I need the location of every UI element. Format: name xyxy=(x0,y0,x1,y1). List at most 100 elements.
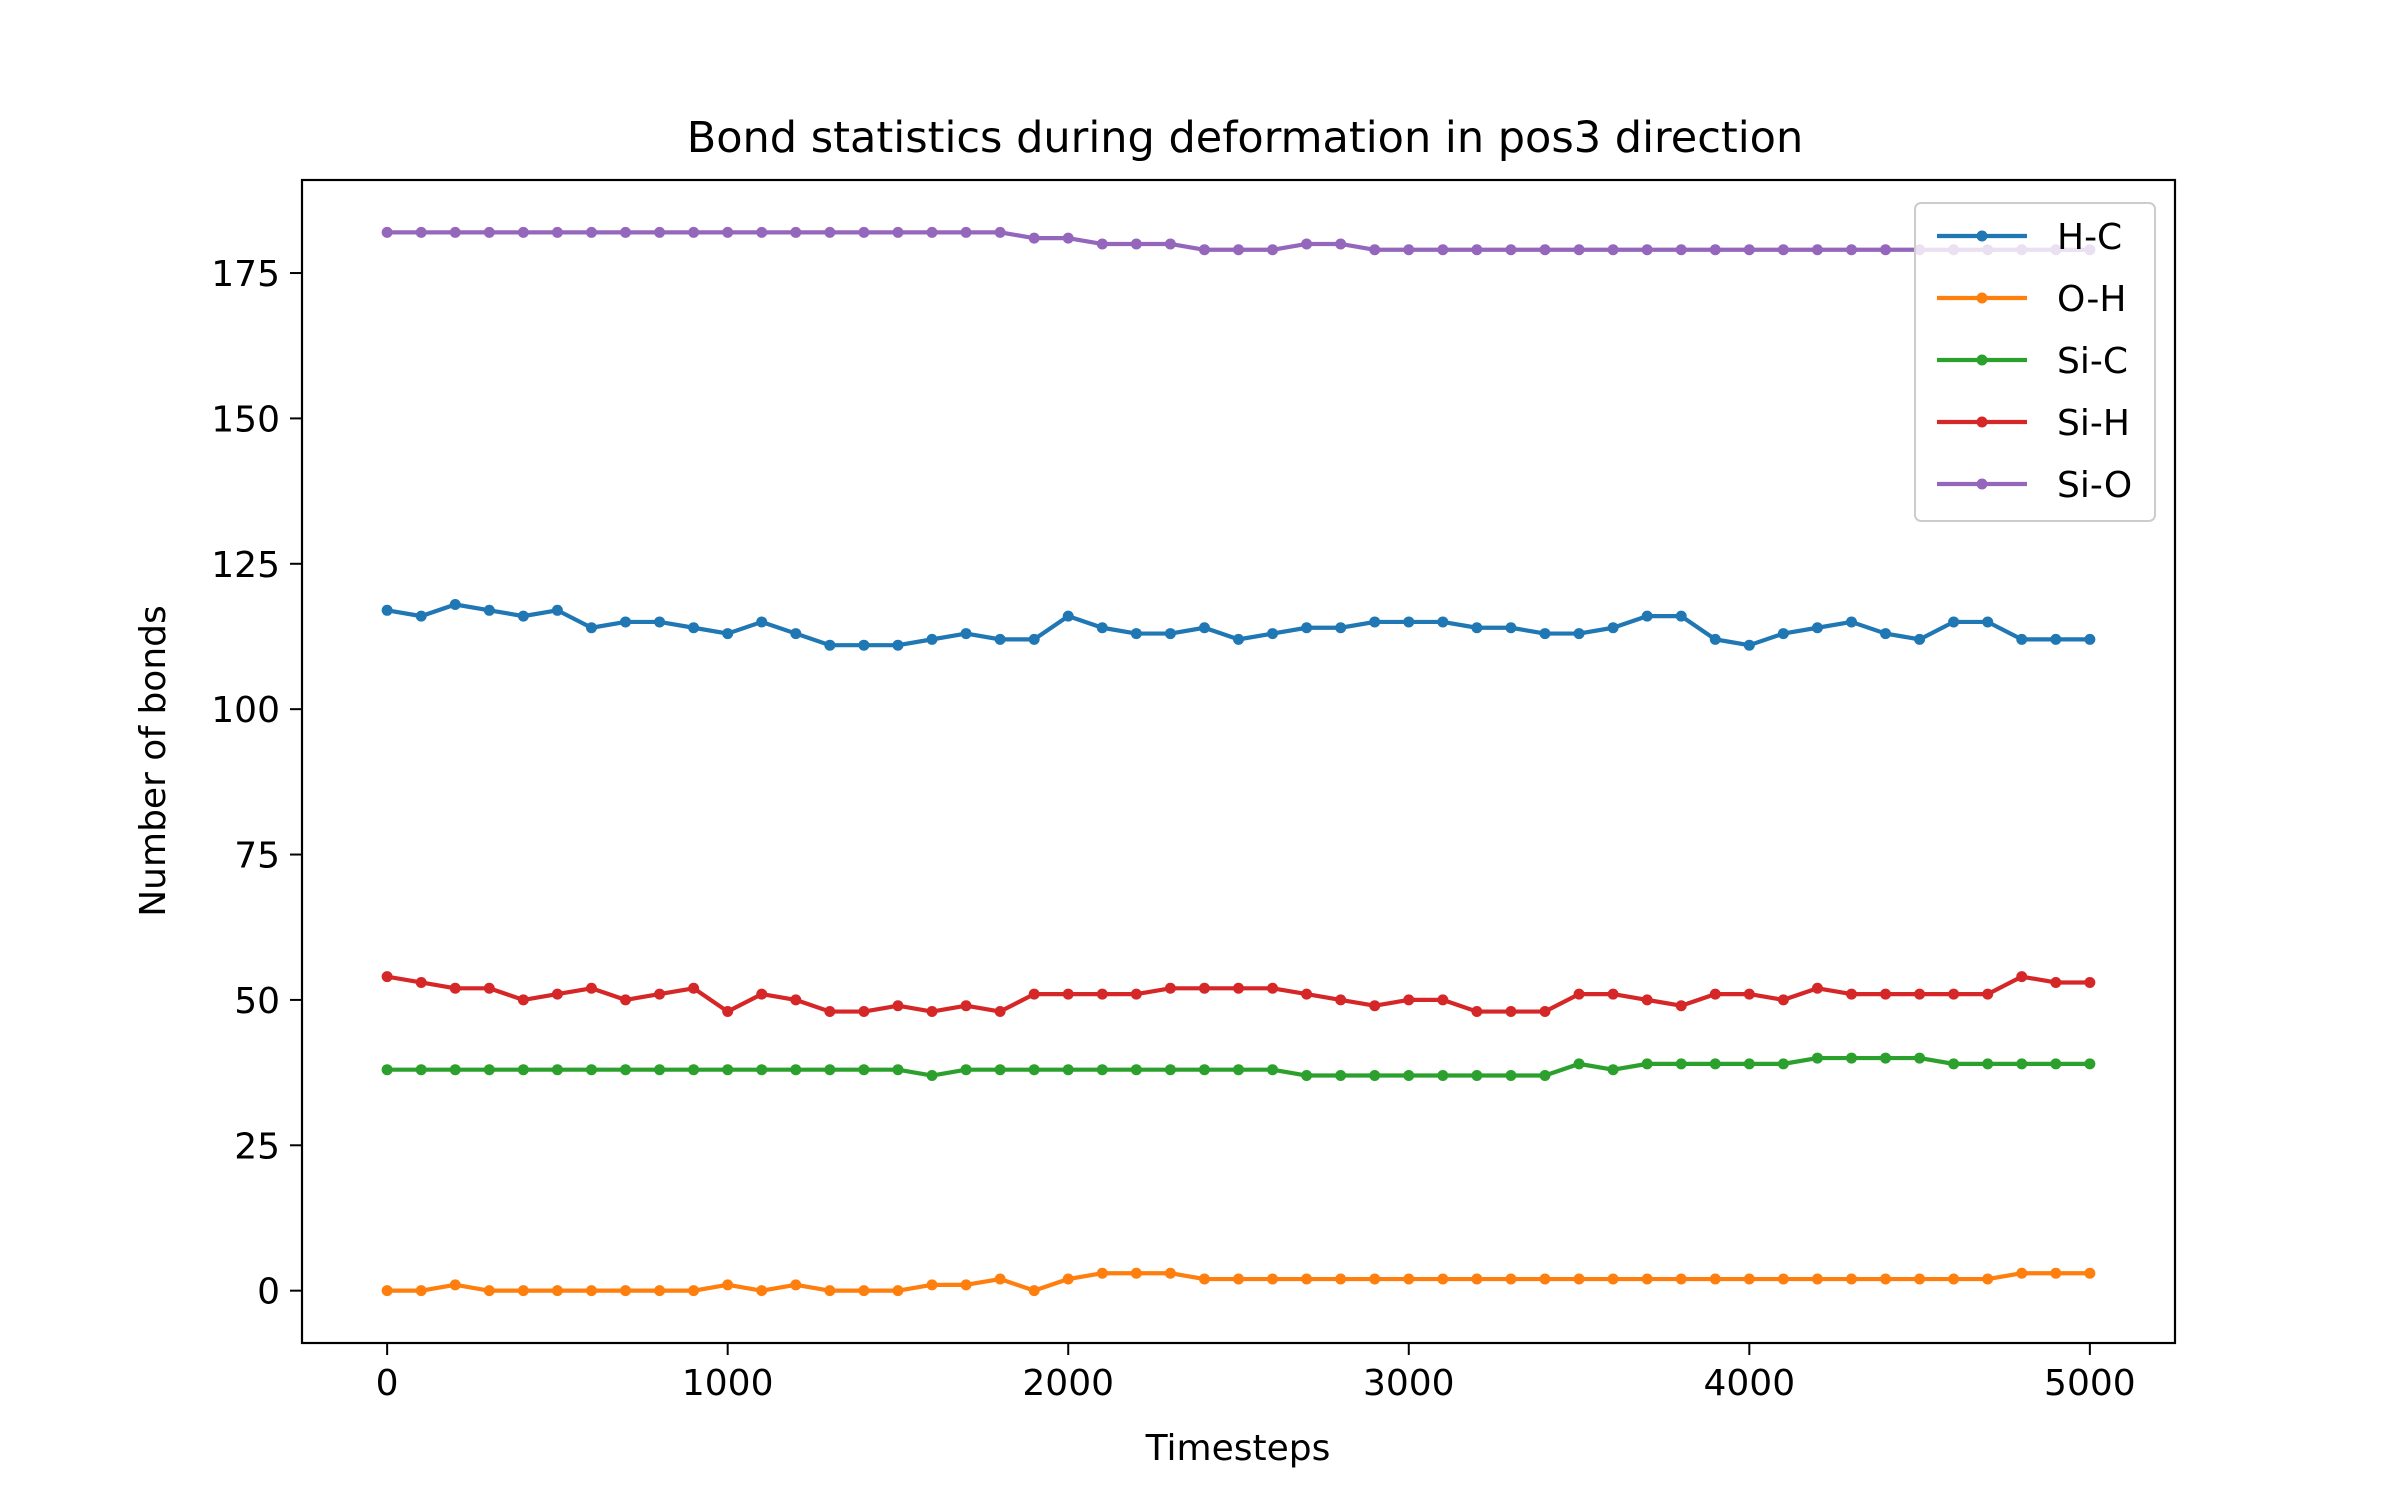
data-point-si-h xyxy=(1573,988,1585,1000)
data-point-si-h xyxy=(1607,988,1619,1000)
data-point-o-h xyxy=(1948,1273,1960,1285)
series-h-c xyxy=(381,598,2096,651)
data-point-si-o xyxy=(756,226,768,238)
data-point-o-h xyxy=(790,1279,802,1291)
data-point-si-c xyxy=(449,1064,461,1076)
data-point-si-o xyxy=(1573,244,1585,256)
data-point-h-c xyxy=(1539,628,1551,640)
data-point-h-c xyxy=(960,628,972,640)
data-point-si-o xyxy=(585,226,597,238)
y-axis-title: Number of bonds xyxy=(133,605,174,917)
data-point-si-h xyxy=(517,994,529,1006)
data-point-h-c xyxy=(1403,616,1415,628)
y-tick-label: 100 xyxy=(211,690,280,731)
data-point-si-c xyxy=(381,1064,393,1076)
data-point-si-c xyxy=(1437,1070,1449,1082)
data-point-si-c xyxy=(1130,1064,1142,1076)
data-point-si-c xyxy=(1062,1064,1074,1076)
data-point-si-h xyxy=(926,1006,938,1018)
data-point-si-c xyxy=(1675,1058,1687,1070)
data-point-o-h xyxy=(551,1285,563,1297)
data-point-o-h xyxy=(1607,1273,1619,1285)
data-point-si-c xyxy=(1335,1070,1347,1082)
legend-entry-si-c: Si-C xyxy=(1937,341,2128,382)
data-point-si-o xyxy=(1369,244,1381,256)
legend-label-si-h: Si-H xyxy=(2057,403,2130,444)
series-si-o xyxy=(381,226,2096,256)
data-point-si-h xyxy=(892,1000,904,1012)
legend-entry-h-c: H-C xyxy=(1937,217,2122,258)
y-tick-label: 150 xyxy=(211,399,280,440)
data-point-o-h xyxy=(2050,1267,2062,1279)
legend-marker-h-c xyxy=(1976,230,1988,242)
data-point-h-c xyxy=(1880,628,1892,640)
data-point-o-h xyxy=(1914,1273,1926,1285)
data-point-si-h xyxy=(1164,982,1176,994)
data-point-si-c xyxy=(1539,1070,1551,1082)
data-point-si-h xyxy=(1982,988,1994,1000)
data-point-o-h xyxy=(1403,1273,1415,1285)
legend-marker-o-h xyxy=(1976,292,1988,304)
y-tick-label: 175 xyxy=(211,254,280,295)
data-point-h-c xyxy=(1369,616,1381,628)
data-point-si-h xyxy=(1301,988,1313,1000)
data-point-h-c xyxy=(1914,633,1926,645)
data-point-o-h xyxy=(1880,1273,1892,1285)
data-point-h-c xyxy=(2084,633,2096,645)
data-point-h-c xyxy=(1709,633,1721,645)
data-point-h-c xyxy=(1505,622,1517,634)
data-point-si-h xyxy=(2016,971,2028,983)
data-point-h-c xyxy=(449,598,461,610)
legend-marker-si-h xyxy=(1976,416,1988,428)
data-point-si-c xyxy=(551,1064,563,1076)
data-point-h-c xyxy=(994,633,1006,645)
data-point-h-c xyxy=(1437,616,1449,628)
data-point-si-h xyxy=(994,1006,1006,1018)
data-point-o-h xyxy=(1198,1273,1210,1285)
data-point-o-h xyxy=(415,1285,427,1297)
data-point-si-c xyxy=(1198,1064,1210,1076)
data-point-si-o xyxy=(654,226,666,238)
data-point-si-o xyxy=(1811,244,1823,256)
series-line-si-h xyxy=(384,974,2092,1014)
data-point-o-h xyxy=(1096,1267,1108,1279)
data-point-si-h xyxy=(1743,988,1755,1000)
data-point-si-o xyxy=(960,226,972,238)
data-point-si-c xyxy=(1028,1064,1040,1076)
data-point-h-c xyxy=(824,639,836,651)
data-point-o-h xyxy=(1164,1267,1176,1279)
data-point-o-h xyxy=(1675,1273,1687,1285)
data-point-o-h xyxy=(620,1285,632,1297)
data-point-o-h xyxy=(2084,1267,2096,1279)
x-tick-label: 1000 xyxy=(682,1363,774,1404)
data-point-si-h xyxy=(585,982,597,994)
data-point-si-c xyxy=(654,1064,666,1076)
data-point-si-c xyxy=(722,1064,734,1076)
data-point-si-h xyxy=(1437,994,1449,1006)
x-tick-label: 2000 xyxy=(1022,1363,1114,1404)
data-point-h-c xyxy=(1982,616,1994,628)
data-point-si-h xyxy=(1335,994,1347,1006)
data-point-si-c xyxy=(1096,1064,1108,1076)
data-point-o-h xyxy=(960,1279,972,1291)
data-point-o-h xyxy=(722,1279,734,1291)
data-point-si-c xyxy=(1267,1064,1279,1076)
legend-label-h-c: H-C xyxy=(2057,217,2122,258)
data-point-o-h xyxy=(1982,1273,1994,1285)
legend-label-o-h: O-H xyxy=(2057,279,2126,320)
data-point-h-c xyxy=(654,616,666,628)
data-point-si-c xyxy=(620,1064,632,1076)
data-point-si-h xyxy=(756,988,768,1000)
chart-title: Bond statistics during deformation in po… xyxy=(687,113,1804,163)
data-point-si-c xyxy=(960,1064,972,1076)
data-point-si-c xyxy=(1369,1070,1381,1082)
data-point-si-c xyxy=(2016,1058,2028,1070)
data-point-si-c xyxy=(994,1064,1006,1076)
data-point-o-h xyxy=(1130,1267,1142,1279)
data-point-h-c xyxy=(1777,628,1789,640)
data-point-h-c xyxy=(926,633,938,645)
data-point-si-h xyxy=(449,982,461,994)
data-point-si-o xyxy=(381,226,393,238)
data-point-si-h xyxy=(620,994,632,1006)
data-point-o-h xyxy=(585,1285,597,1297)
